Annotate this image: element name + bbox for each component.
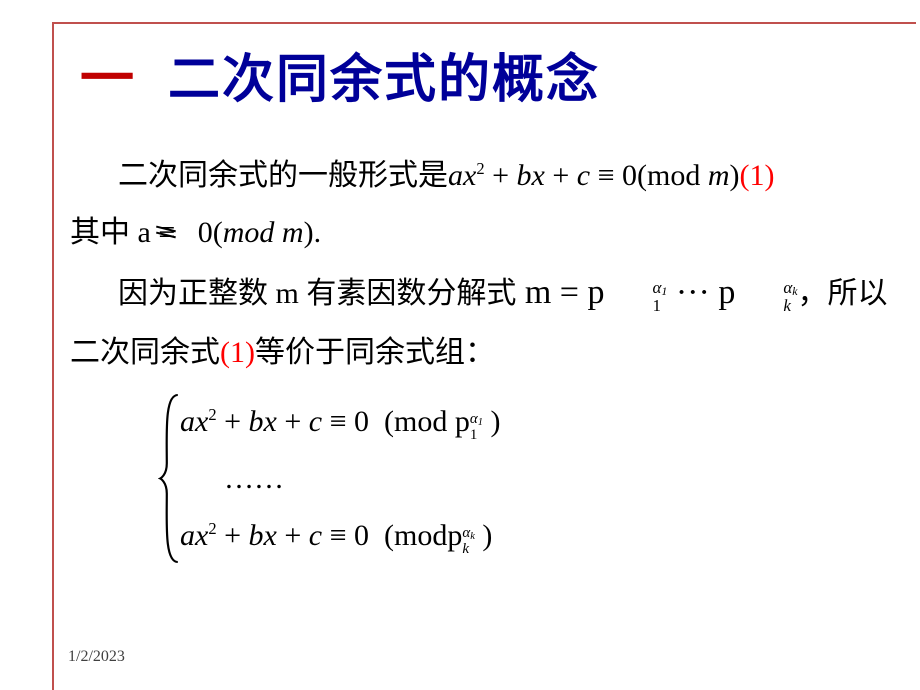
factorization: m = pα11 ··· pαkk — [516, 274, 797, 311]
system-row-1: ax2 + bx + c ≡ 0 (mod pα11 ) — [180, 393, 890, 450]
paragraph-3: 因为正整数 m 有素因数分解式 m = pα11 ··· pαkk，所以 — [70, 263, 890, 323]
slide-body: 二次同余式的一般形式是ax2 + bx + c ≡ 0(mod m)(1) 其中… — [70, 150, 890, 564]
slide-title: 一 二次同余式的概念 — [80, 34, 900, 113]
eq-ref-1: (1) — [740, 159, 775, 192]
p4-text-a: 二次同余式 — [70, 336, 220, 369]
left-brace-icon — [158, 393, 180, 564]
eq-ref-1b: (1) — [220, 336, 255, 369]
p2-text-a: 其中 a — [70, 216, 158, 249]
p3-text-b: ，所以 — [798, 277, 888, 310]
paragraph-4: 二次同余式(1)等价于同余式组： — [70, 327, 890, 380]
footer-date: 1/2/2023 — [68, 648, 125, 666]
frame-border-top — [52, 22, 916, 24]
title-text: 二次同余式的概念 — [168, 37, 600, 112]
title-number: 一 — [80, 34, 134, 113]
frame-border-left — [52, 22, 54, 690]
p1-equation: ax2 + bx + c ≡ 0(mod m) — [448, 159, 740, 192]
paragraph-1: 二次同余式的一般形式是ax2 + bx + c ≡ 0(mod m)(1) — [70, 150, 890, 203]
p1-text: 二次同余式的一般形式是 — [118, 159, 448, 192]
system-row-3: ax2 + bx + c ≡ 0 (modpαkk ) — [180, 507, 890, 564]
p3-text-a: 因为正整数 m 有素因数分解式 — [118, 277, 516, 310]
not-congruent-symbol: ≡ — [158, 207, 175, 260]
equation-system: ax2 + bx + c ≡ 0 (mod pα11 ) …… ax2 + bx… — [180, 393, 890, 564]
p2-text-b: 0(mod m). — [183, 216, 321, 249]
system-row-dots: …… — [180, 450, 890, 507]
p4-text-b: 等价于同余式组： — [255, 336, 495, 369]
paragraph-2: 其中 a ≡ 0(mod m). — [70, 207, 890, 260]
slide: 一 二次同余式的概念 二次同余式的一般形式是ax2 + bx + c ≡ 0(m… — [0, 0, 920, 690]
